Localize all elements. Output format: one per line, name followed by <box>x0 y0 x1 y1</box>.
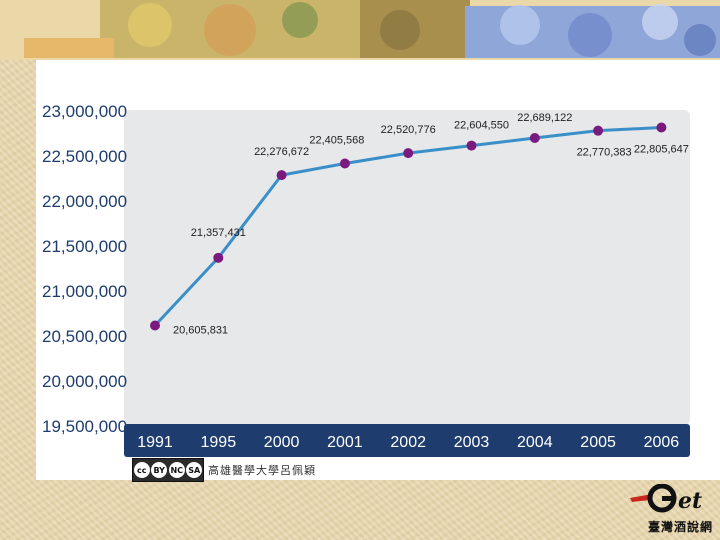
sa-icon: SA <box>186 462 203 478</box>
x-tick-label: 2003 <box>454 434 490 451</box>
y-tick-label: 22,500,000 <box>42 147 127 166</box>
y-tick-label: 20,000,000 <box>42 372 127 391</box>
x-tick-label: 2004 <box>517 434 553 451</box>
x-tick-label: 2002 <box>390 434 426 451</box>
y-tick-label: 20,500,000 <box>42 327 127 346</box>
data-label: 20,605,831 <box>173 324 228 336</box>
creative-commons-badge: cc BY NC SA <box>132 458 204 482</box>
data-label: 22,770,383 <box>577 147 632 159</box>
data-point <box>466 140 477 151</box>
by-icon: BY <box>151 462 168 478</box>
x-tick-label: 1995 <box>201 434 237 451</box>
data-label: 22,520,776 <box>381 124 436 136</box>
license-credit: cc BY NC SA 高雄醫學大學呂佩穎 <box>132 458 316 482</box>
data-point <box>593 125 604 136</box>
data-point <box>656 122 667 133</box>
x-tick-label: 2000 <box>264 434 300 451</box>
credit-text: 高雄醫學大學呂佩穎 <box>208 464 316 477</box>
x-tick-label: 1991 <box>137 434 173 451</box>
data-label: 22,405,568 <box>309 134 364 146</box>
data-point <box>529 132 540 143</box>
data-label: 22,689,122 <box>517 112 572 124</box>
get-logo-icon: et <box>630 484 702 514</box>
x-tick-label: 2006 <box>644 434 680 451</box>
svg-text:et: et <box>678 488 702 514</box>
data-point <box>339 158 350 169</box>
y-tick-label: 23,000,000 <box>42 102 127 121</box>
data-point <box>276 170 287 181</box>
data-label: 21,357,431 <box>191 227 246 239</box>
nc-icon: NC <box>168 462 185 478</box>
logo-subtitle: 臺灣酒說網 <box>648 520 714 534</box>
y-tick-label: 22,000,000 <box>42 192 127 211</box>
data-point <box>403 148 414 159</box>
y-tick-label: 21,000,000 <box>42 282 127 301</box>
data-label: 22,805,647 <box>634 143 689 155</box>
x-tick-label: 2001 <box>327 434 363 451</box>
cc-icon: cc <box>133 462 150 478</box>
x-axis-bar <box>124 424 690 457</box>
y-tick-label: 21,500,000 <box>42 237 127 256</box>
plot-area <box>124 110 690 425</box>
data-label: 22,604,550 <box>454 120 509 132</box>
x-tick-label: 2005 <box>580 434 616 451</box>
decorative-banner <box>0 0 720 60</box>
data-point <box>150 320 160 331</box>
data-label: 22,276,672 <box>254 146 309 158</box>
y-tick-label: 19,500,000 <box>42 417 127 436</box>
data-point <box>213 252 224 263</box>
